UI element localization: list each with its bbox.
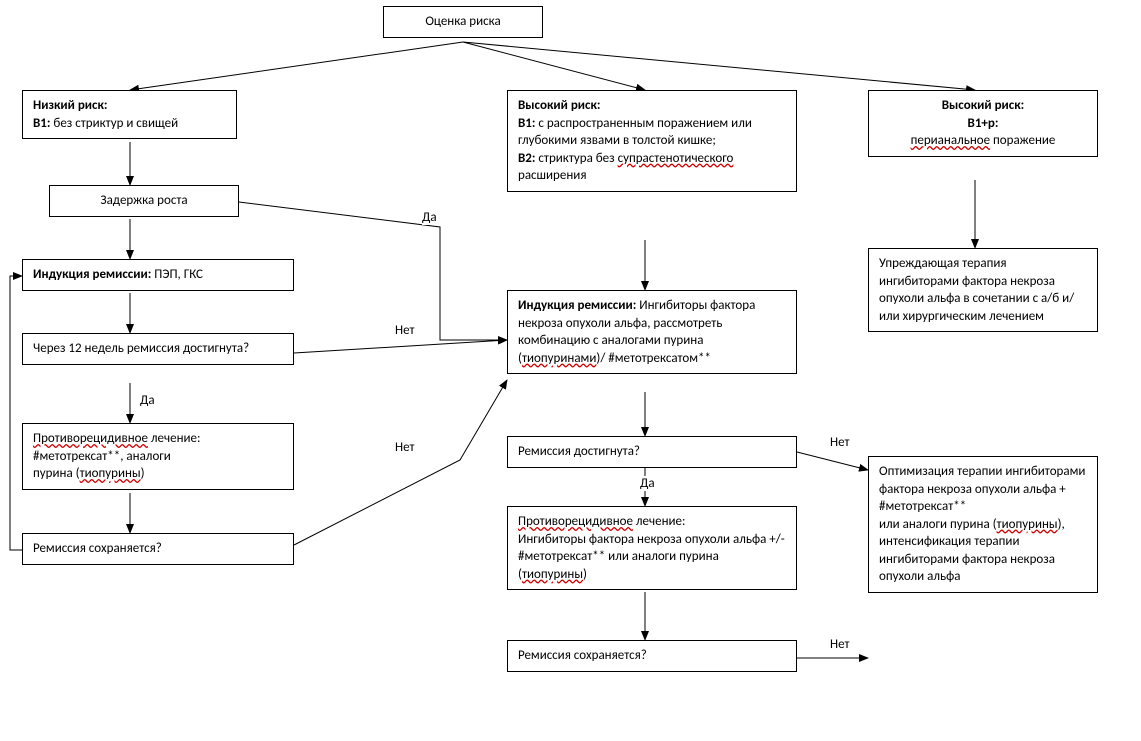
node-label: Задержка роста [100,193,187,208]
induction-low-t: ПЭП, ГКС [151,267,203,282]
vhigh-b1p: B1+p: [968,116,999,131]
node-optimize: Оптимизация терапии ингибиторами фактора… [868,456,1098,593]
edge-label-yes: Да [422,210,437,225]
vhigh-title: Высокий риск: [942,98,1024,113]
antirec-high-w: Противорецидивное [518,514,633,529]
edge-label-no: Нет [395,323,415,338]
node-label: Упреждающая терапия ингибиторами фактора… [879,256,1074,324]
node-induction-high: Индукция ремиссии: Ингибиторы фактора не… [507,290,797,374]
t: пурина ( [33,466,80,481]
t: или аналоги пурина ( [879,517,997,532]
node-12w-remission: Через 12 недель ремиссия достигнута? [22,333,294,365]
t: #метотрексат**, аналоги [33,449,171,464]
t: Оптимизация терапии ингибиторами фактора… [879,464,1085,514]
low-risk-b1: B1: [33,116,50,131]
antirec-low-w: Противорецидивное [33,431,148,446]
node-remission-kept-low: Ремиссия сохраняется? [22,533,294,565]
ind-high-w: тиопуринами [522,351,596,366]
node-label: Ремиссия сохраняется? [518,648,647,663]
node-remission-achieved: Ремиссия достигнута? [507,436,797,468]
edge-label-yes: Да [140,393,155,408]
antirec-low-w2: тиопурины [80,466,141,481]
t: ) [583,567,587,582]
high-b2: B2: [518,151,535,166]
node-low-risk: Низкий риск: B1: без стриктур и свищей [22,90,237,139]
t: лечение: [633,514,686,529]
node-risk-assessment: Оценка риска [383,6,543,38]
node-growth-delay: Задержка роста [49,185,239,217]
node-induction-low: Индукция ремиссии: ПЭП, ГКС [22,259,294,291]
t: лечение: [148,431,201,446]
node-high-risk: Высокий риск: B1: с распространенным пор… [507,90,797,192]
induction-low-b: Индукция ремиссии: [33,267,151,282]
t: расширения [518,168,587,183]
ind-high-b: Индукция ремиссии: [518,298,636,313]
node-remission-kept-high: Ремиссия сохраняется? [507,640,797,672]
node-label: Ремиссия достигнута? [518,444,640,459]
node-preemptive: Упреждающая терапия ингибиторами фактора… [868,248,1098,332]
t: стриктура без [535,151,617,166]
low-risk-title: Низкий риск: [33,98,108,113]
edge-label-no: Нет [395,440,415,455]
low-risk-text: без стриктур и свищей [50,116,178,131]
edge-label-yes: Да [640,476,655,491]
node-label: Через 12 недель ремиссия достигнута? [33,341,249,356]
high-b1: B1: [518,116,535,131]
node-label: Оценка риска [425,14,500,29]
antirec-high-w2: тиопурины [522,567,583,582]
node-vhigh-risk: Высокий риск: B1+p: перианальное поражен… [868,90,1098,157]
high-b2-w: супрастенотического [618,151,734,166]
node-antirecurrence-high: Противорецидивное лечение: Ингибиторы фа… [507,506,797,590]
high-risk-title: Высокий риск: [518,98,600,113]
vhigh-w: перианальное [911,133,991,148]
t: ) [141,466,145,481]
edge-label-no: Нет [830,637,850,652]
t: )/ #метотрексатом** [596,351,711,366]
node-label: Ремиссия сохраняется? [33,541,162,556]
node-antirecurrence-low: Противорецидивное лечение: #метотрексат*… [22,423,294,490]
t: поражение [990,133,1055,148]
opt-w: тиопурины [997,517,1058,532]
t: с распространенным поражением или глубок… [518,116,752,149]
edge-label-no: Нет [830,435,850,450]
